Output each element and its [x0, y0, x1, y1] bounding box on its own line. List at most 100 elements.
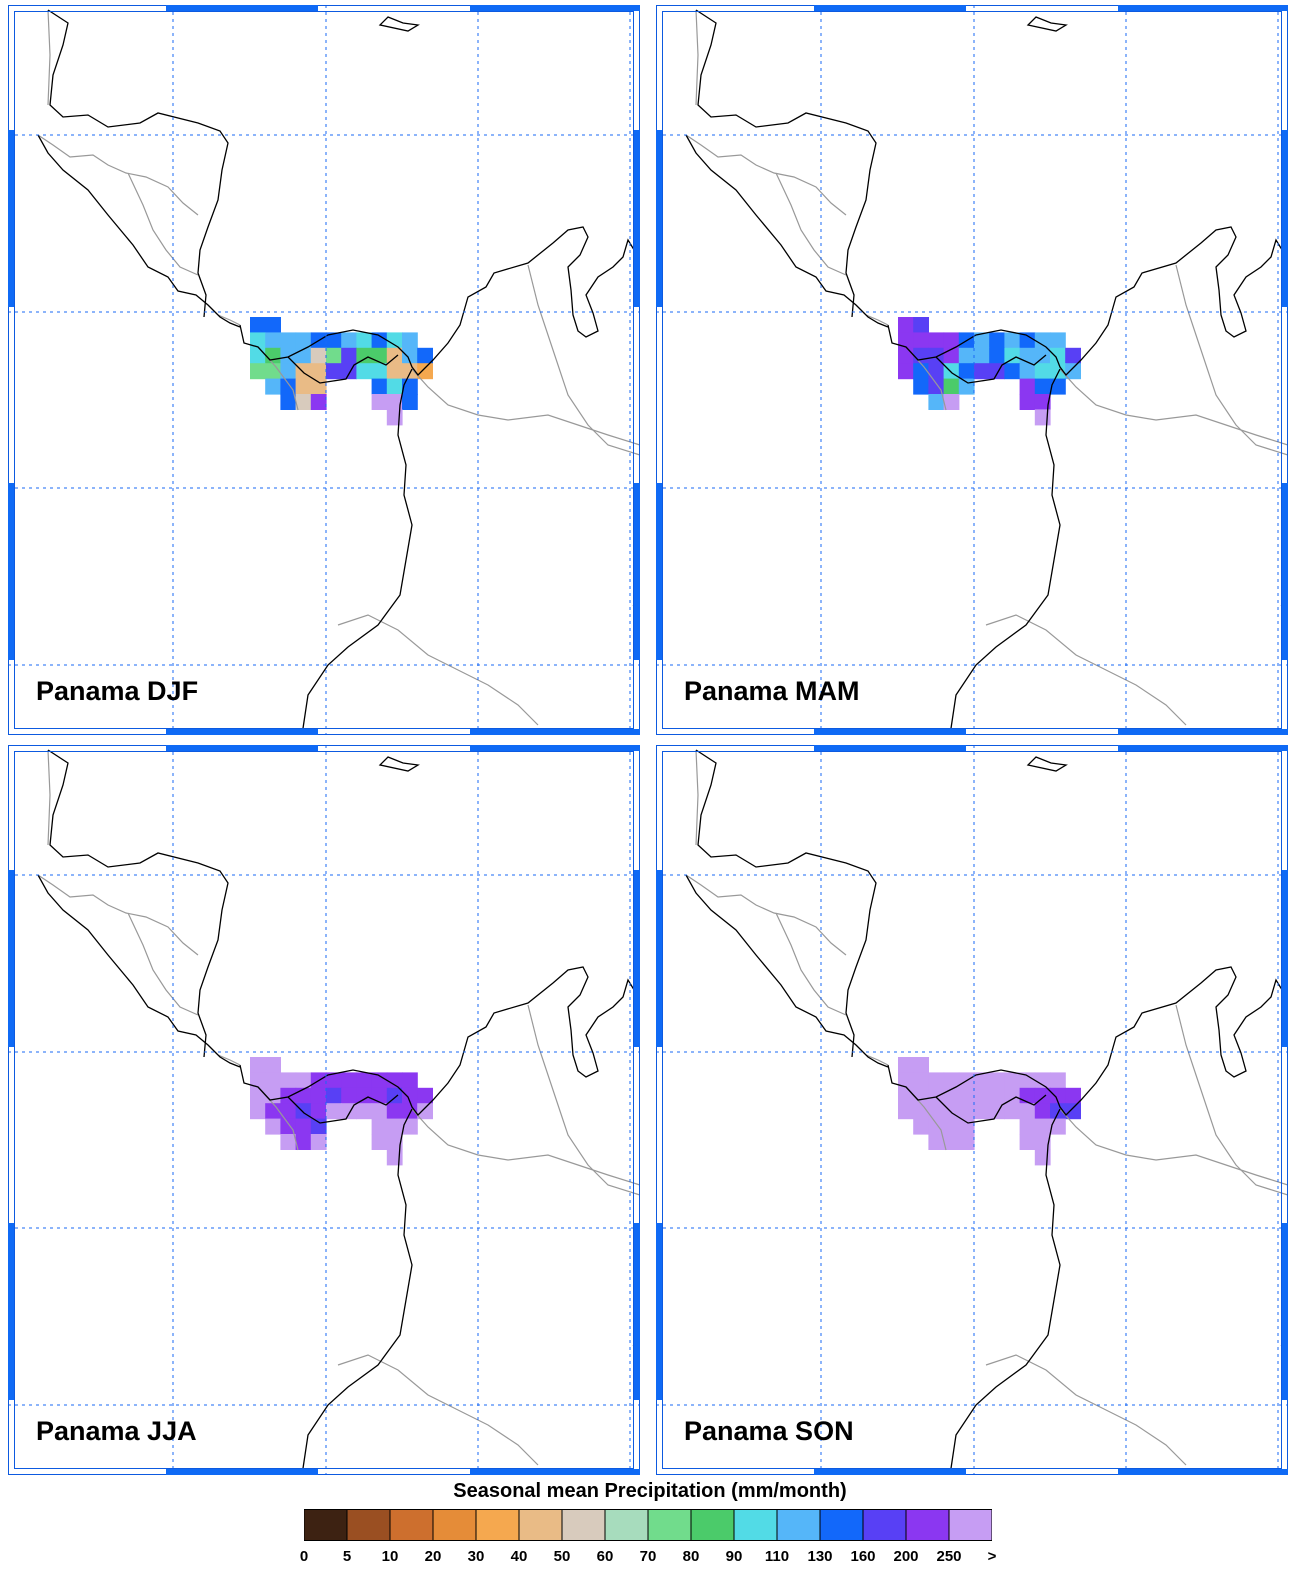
country-border: [775, 912, 847, 1016]
precip-cell: [928, 1072, 945, 1089]
precip-cell: [265, 332, 281, 349]
country-border: [127, 912, 199, 1016]
frame-segment: [1118, 745, 1288, 751]
colorbar: [304, 1509, 992, 1541]
coastline: [935, 1094, 1047, 1124]
coastline: [287, 1094, 399, 1124]
precip-cell: [341, 332, 357, 349]
precip-cell: [898, 347, 914, 364]
coastline: [935, 354, 1047, 384]
precip-cell: [356, 347, 373, 364]
precip-cell: [1050, 1118, 1066, 1135]
frame-segment: [470, 1469, 640, 1475]
colorbar-tick-label: 30: [467, 1548, 485, 1565]
frame-segment: [814, 5, 966, 11]
precip-cell: [280, 1103, 297, 1120]
precip-cell: [265, 1087, 281, 1104]
precip-cell: [898, 1072, 914, 1089]
colorbar-swatch: [389, 1509, 434, 1541]
precip-cell: [974, 1072, 990, 1089]
coastline: [887, 226, 1288, 376]
coastline: [239, 966, 640, 1116]
colorbar-tick-label: 40: [510, 1548, 528, 1565]
coastline: [695, 9, 877, 318]
precip-cell: [402, 1072, 418, 1089]
colorbar-tick-label: 130: [807, 1548, 833, 1565]
colorbar-tick-label: 160: [850, 1548, 876, 1565]
precip-cell: [1050, 1103, 1066, 1120]
precip-cell: [1019, 363, 1036, 380]
map-frame-inner: [662, 751, 1282, 1469]
precip-cell: [310, 1134, 327, 1150]
frame-segment: [1118, 1469, 1288, 1475]
precip-cell: [341, 1072, 357, 1089]
precip-cell: [928, 1087, 945, 1104]
precip-cell: [913, 1118, 929, 1135]
precip-cell: [989, 347, 1005, 364]
precip-cell: [913, 317, 929, 333]
precip-cell: [402, 363, 418, 380]
precip-cell: [1034, 394, 1051, 410]
precip-cell: [310, 1103, 327, 1120]
precip-cell: [1050, 378, 1066, 395]
precip-cell: [386, 1072, 403, 1089]
country-border: [207, 1044, 241, 1066]
precip-cell: [356, 363, 373, 380]
map-canvas: [8, 745, 640, 1475]
precip-cell: [371, 378, 388, 395]
precip-cell: [356, 1087, 373, 1104]
precip-cell: [295, 378, 312, 395]
precip-cell: [913, 1072, 929, 1089]
panel-label: Panama MAM: [684, 676, 860, 706]
country-border: [695, 749, 699, 846]
precip-cell: [265, 1072, 281, 1089]
precip-cell: [310, 394, 327, 410]
precip-cell: [386, 363, 403, 380]
coastline: [1026, 756, 1068, 772]
frame-segment: [634, 1223, 640, 1400]
precip-cell: [1050, 1072, 1066, 1089]
precip-cell: [280, 1087, 297, 1104]
country-border: [527, 264, 640, 456]
precip-cell: [295, 1118, 312, 1135]
precip-cell: [928, 1118, 945, 1135]
precip-cell: [402, 1103, 418, 1120]
precip-cell: [928, 378, 945, 395]
frame-segment: [8, 483, 14, 660]
map-frame-outer: [656, 745, 1288, 1475]
frame-segment: [1282, 130, 1288, 307]
country-border: [855, 304, 889, 326]
precip-cell: [898, 317, 914, 333]
precip-cell: [341, 363, 357, 380]
colorbar-swatch: [862, 1509, 907, 1541]
country-border: [1175, 264, 1288, 456]
colorbar-swatch: [905, 1509, 950, 1541]
coastline: [301, 1108, 413, 1475]
precip-cell: [943, 1118, 960, 1135]
frame-segment: [1282, 870, 1288, 1047]
map-frame-outer: [8, 5, 640, 735]
precip-cell: [250, 363, 266, 380]
precip-cell: [402, 1118, 418, 1135]
precip-cell: [310, 1087, 327, 1104]
colorbar-tick-label: 0: [299, 1548, 309, 1565]
precip-cell: [371, 1118, 388, 1135]
precip-cell: [371, 1134, 388, 1150]
panel-label: Panama JJA: [36, 1416, 197, 1446]
colorbar-tick-label: 60: [596, 1548, 614, 1565]
precip-cell: [341, 347, 357, 364]
colorbar-tick-label: 10: [381, 1548, 399, 1565]
precip-cell: [1050, 363, 1066, 380]
precip-cell: [265, 1118, 281, 1135]
precip-cell: [1065, 1103, 1081, 1120]
precip-cell: [989, 1072, 1005, 1089]
precip-cell: [417, 347, 433, 364]
precip-cell: [386, 1103, 403, 1120]
precip-cell: [1019, 1103, 1036, 1120]
country-border: [411, 1108, 640, 1186]
precip-cell: [417, 363, 433, 380]
country-border: [855, 1044, 889, 1066]
precip-cell: [943, 378, 960, 395]
precip-cell: [386, 378, 403, 395]
coastline: [37, 134, 241, 328]
